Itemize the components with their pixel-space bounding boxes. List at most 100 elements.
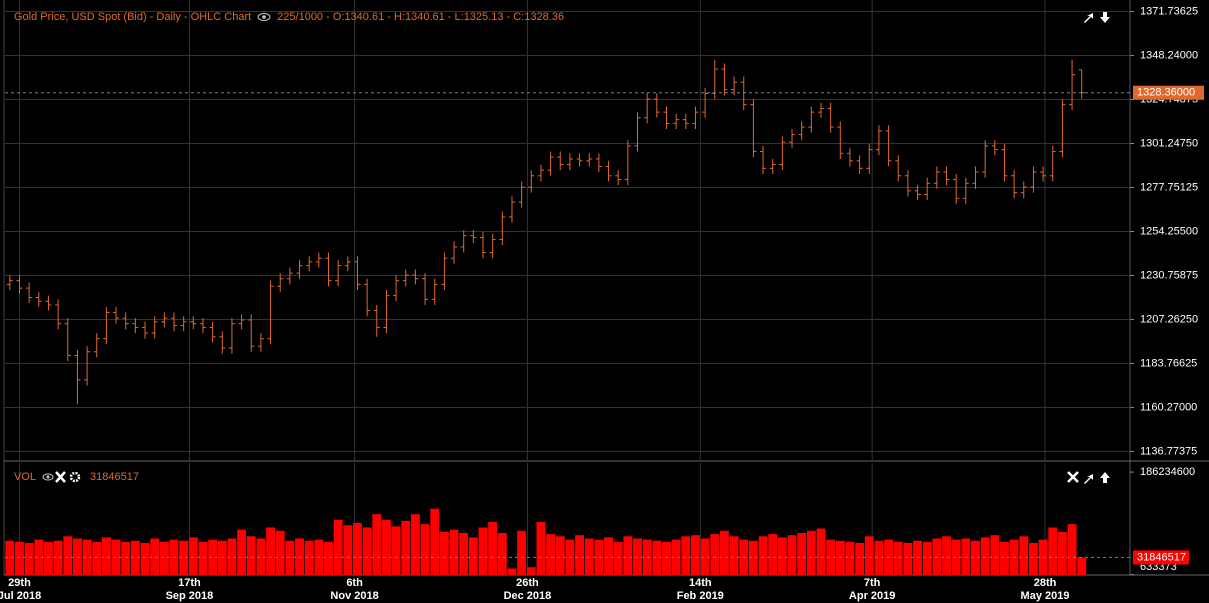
ohlc-bar [489,233,496,259]
volume-bar [797,532,807,575]
ohlc-bar [499,211,506,246]
volume-bar [787,535,797,575]
volume-bar [140,542,150,575]
expand-icon[interactable] [1084,474,1093,484]
visibility-icon[interactable] [257,12,271,22]
ohlc-bar [84,346,91,386]
y-tick-label: 1160.27000 [1140,401,1197,413]
ohlc-bar [402,269,409,287]
ohlc-bar [393,275,400,302]
ohlc-bar [682,114,689,129]
volume-bar [15,541,24,575]
ohlc-bar [991,140,998,156]
ohlc-bar [576,153,583,167]
ohlc-bar [595,153,602,173]
volume-bar [63,536,73,575]
icon-shape [1100,472,1110,483]
ohlc-bar [798,121,805,141]
ohlc-bar [286,267,293,285]
ohlc-bar [953,173,960,204]
ohlc-bar [190,316,197,330]
ohlc-bar [431,278,438,305]
volume-bar [623,536,633,575]
volume-bar [101,537,111,575]
price-header: Gold Price, USD Spot (Bid) - Daily - OHL… [14,11,564,23]
ohlc-bar [1040,166,1047,182]
move-up-icon[interactable] [1100,472,1110,483]
ohlc-bar [460,230,467,253]
y-tick-label: 1371.73625 [1140,5,1198,17]
ohlc-bar [344,256,351,272]
volume-icons[interactable] [42,471,84,483]
volume-bar [507,568,517,575]
volume-bar [372,514,382,575]
ohlc-bar [856,155,863,174]
ohlc-bar [238,314,245,330]
volume-bar [159,541,169,575]
volume-bar [420,524,430,575]
y-tick-label: 1254.25500 [1140,225,1198,237]
ohlc-bar [663,106,670,129]
volume-bar [353,523,362,575]
volume-bar [468,537,478,575]
volume-bar [681,536,691,575]
volume-bar [613,541,623,575]
x-tick-label: Feb 2019 [677,590,724,602]
volume-bar [517,530,527,575]
volume-bar [536,521,546,575]
ohlc-bar [779,136,786,171]
volume-bar [671,539,681,575]
volume-bar [430,508,440,575]
ohlc-bar [1011,170,1018,199]
ohlc-info: 225/1000 - O:1340.61 - H:1340.61 - L:132… [277,11,564,23]
volume-bar [237,529,247,575]
ohlc-bar [248,314,255,352]
volume-bar [343,525,353,575]
ohlc-bar [817,102,824,118]
volume-bar [44,541,53,575]
volume-bar [130,540,140,575]
ohlc-bar [789,128,796,148]
ohlc-bar [441,252,448,291]
y-tick-label: 1136.77375 [1140,445,1197,457]
volume-bar [594,539,604,575]
close-icon[interactable] [1067,471,1079,483]
ohlc-bar [972,166,979,189]
y-tick-label: 1183.76625 [1140,357,1197,369]
ohlc-bar [228,318,235,354]
ohlc-bar [45,295,52,311]
volume-bar [951,539,961,575]
volume-bar [1028,542,1038,575]
ohlc-bar [161,312,168,328]
volume-bar [381,519,391,575]
ohlc-bar [93,333,100,358]
ohlc-bar [35,291,42,307]
ohlc-bar [470,230,477,244]
icon-shape [69,471,81,483]
icon-shape [262,15,266,19]
x-tick-label: 29th [8,577,31,589]
ohlc-bar [653,93,660,118]
move-down-icon[interactable] [1100,12,1110,23]
ohlc-bar [982,140,989,178]
volume-bar [980,537,990,575]
ohlc-bar [537,164,544,182]
expand-icon[interactable] [1084,13,1093,23]
ohlc-bar [199,318,206,334]
ohlc-bar [1020,181,1027,199]
volume-bar [488,521,498,575]
volume-bar [768,534,778,575]
ohlc-bar [904,170,911,197]
volume-bar [82,539,92,575]
volume-bar [449,529,459,575]
volume-bar [295,538,304,575]
volume-bar [633,538,642,575]
volume-bar [845,541,855,575]
y-tick-label: 1348.24000 [1140,49,1198,61]
volume-bar [478,527,488,575]
icon-shape [55,471,66,483]
ohlc-bar [885,125,892,167]
